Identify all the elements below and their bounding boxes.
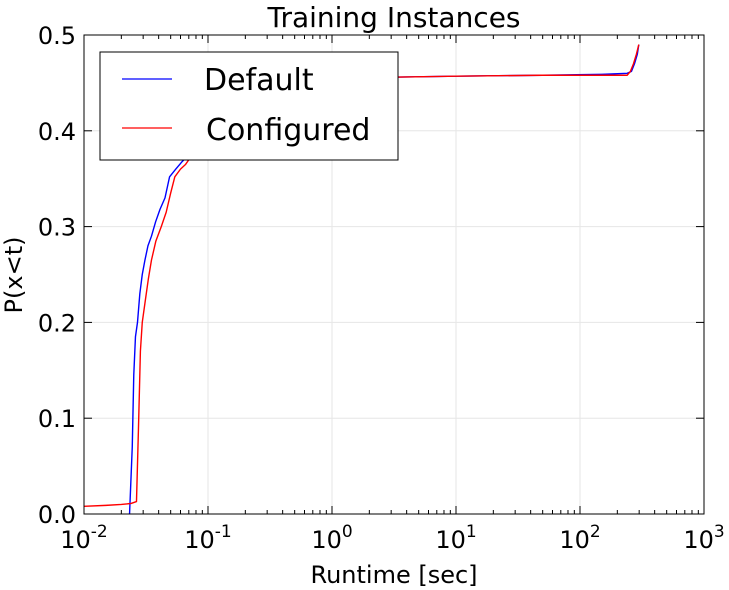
x-tick-label: 10-1 [184,522,232,554]
y-tick-labels: 0.0 0.1 0.2 0.3 0.4 0.5 [38,22,76,529]
legend-label-configured: Configured [206,113,370,148]
y-axis-title: P(x<t) [0,237,28,314]
chart-title: Training Instances [266,1,520,34]
y-tick-label: 0.5 [38,22,76,50]
x-tick-label: 100 [311,522,352,554]
plot-area-frame [83,34,705,515]
chart-legend: Default Configured [99,51,399,161]
x-tick-label: 101 [435,522,476,554]
y-tick-label: 0.4 [38,118,76,146]
x-axis-title: Runtime [sec] [310,561,477,589]
x-tick-label: 102 [559,522,600,554]
axis-ticks [83,34,705,515]
y-tick-label: 0.0 [38,501,76,529]
y-tick-label: 0.1 [38,405,76,433]
x-tick-label: 103 [683,522,724,554]
x-tick-label: 10-2 [60,522,108,554]
legend-box [99,51,399,161]
y-tick-label: 0.2 [38,309,76,337]
legend-label-default: Default [204,63,314,98]
y-tick-label: 0.3 [38,214,76,242]
x-tick-labels: 10-2 10-1 100 101 102 103 [60,522,724,554]
